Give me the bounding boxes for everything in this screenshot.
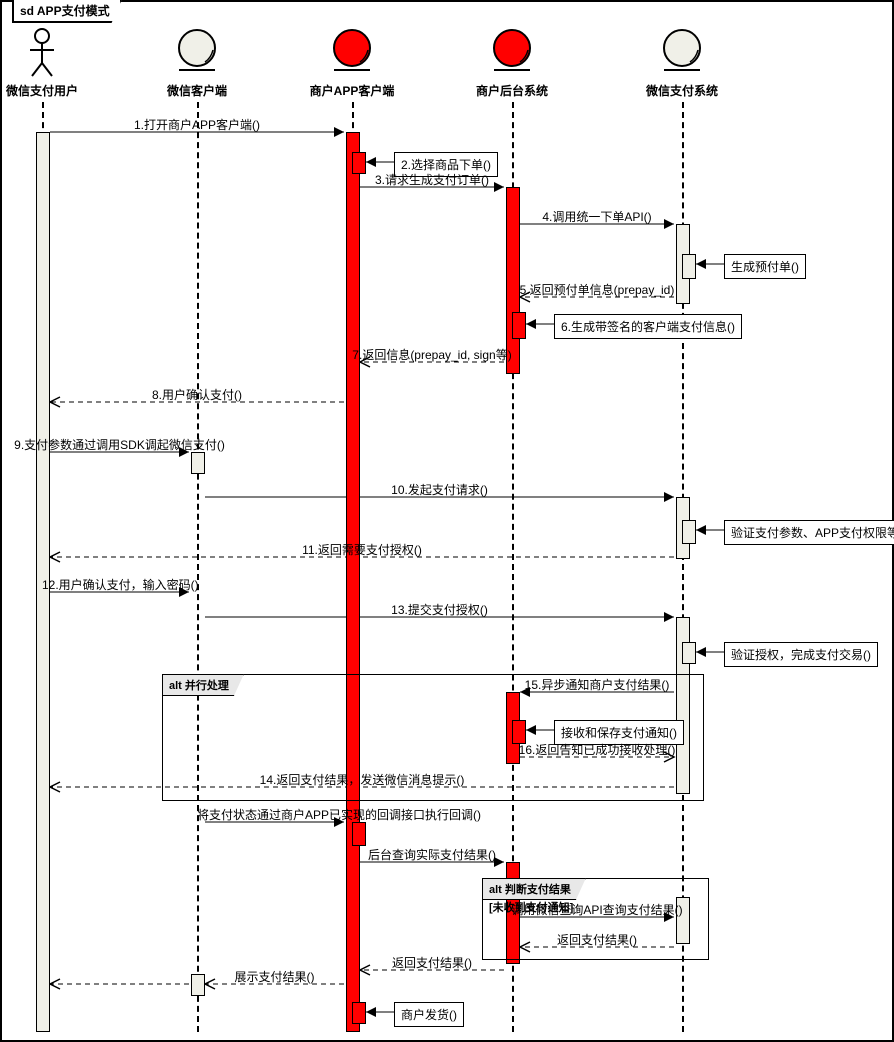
self-message: 商户发货()	[394, 1002, 464, 1027]
message-label: 返回支付结果()	[557, 931, 637, 948]
message-label: 4.调用统一下单API()	[542, 208, 651, 225]
activation-bar	[352, 822, 366, 846]
message-label: 15.异步通知商户支付结果()	[525, 676, 670, 693]
lane-wxClient: 微信客户端	[147, 28, 247, 99]
lifeline	[197, 102, 199, 1032]
message-label: 展示支付结果()	[235, 968, 315, 985]
lane-label: 微信支付系统	[632, 82, 732, 99]
sequence-diagram: sd APP支付模式 微信支付用户 微信客户端 商户APP客户端 商户后台系统 微信支付…	[0, 0, 894, 1042]
message-label: 8.用户确认支付()	[152, 386, 242, 403]
message-label: 13.提交支付授权()	[391, 601, 488, 618]
activation-bar	[682, 642, 696, 664]
message-label: 11.返回需要支付授权()	[302, 541, 422, 558]
alt-label: alt 判断支付结果	[482, 878, 586, 900]
diagram-title: sd APP支付模式	[12, 0, 122, 23]
message-label: 12.用户确认支付，输入密码()	[42, 576, 199, 593]
activation-bar	[512, 312, 526, 339]
message-label: 14.返回支付结果，发送微信消息提示()	[260, 771, 465, 788]
activation-bar	[352, 1002, 366, 1024]
alt-label: alt 并行处理	[162, 674, 244, 696]
message-label: 将支付状态通过商户APP已实现的回调接口执行回调()	[197, 806, 481, 823]
lane-wxSrv: 微信支付系统	[632, 28, 732, 99]
self-message: 6.生成带签名的客户端支付信息()	[554, 314, 742, 339]
message-label: 返回支付结果()	[392, 954, 472, 971]
activation-bar	[191, 974, 205, 996]
lane-label: 商户后台系统	[462, 82, 562, 99]
activation-bar	[346, 132, 360, 1032]
self-message: 生成预付单()	[724, 254, 806, 279]
message-label: 5.返回预付单信息(prepay_id)	[520, 281, 675, 298]
lane-mchSrv: 商户后台系统	[462, 28, 562, 99]
self-message: 验证支付参数、APP支付权限等()	[724, 520, 894, 545]
message-label: 3.请求生成支付订单()	[375, 171, 489, 188]
lane-label: 微信客户端	[147, 82, 247, 99]
activation-bar	[682, 254, 696, 279]
activation-bar	[191, 452, 205, 474]
message-label: 16.返回告知已成功接收处理()	[519, 741, 676, 758]
self-message: 验证授权，完成支付交易()	[724, 642, 878, 667]
activation-bar	[682, 520, 696, 544]
lane-mchApp: 商户APP客户端	[302, 28, 402, 99]
message-label: 调用微信查询API查询支付结果()	[511, 901, 682, 918]
lane-user: 微信支付用户	[0, 28, 92, 99]
message-label: 后台查询实际支付结果()	[368, 846, 496, 863]
message-label: 10.发起支付请求()	[391, 481, 488, 498]
message-label: 9.支付参数通过调用SDK调起微信支付()	[14, 436, 225, 453]
message-label: 1.打开商户APP客户端()	[134, 116, 260, 133]
activation-bar	[352, 152, 366, 174]
lane-label: 商户APP客户端	[302, 82, 402, 99]
lane-label: 微信支付用户	[0, 82, 92, 99]
message-label: 7.返回信息(prepay_id, sign等)	[352, 346, 511, 363]
